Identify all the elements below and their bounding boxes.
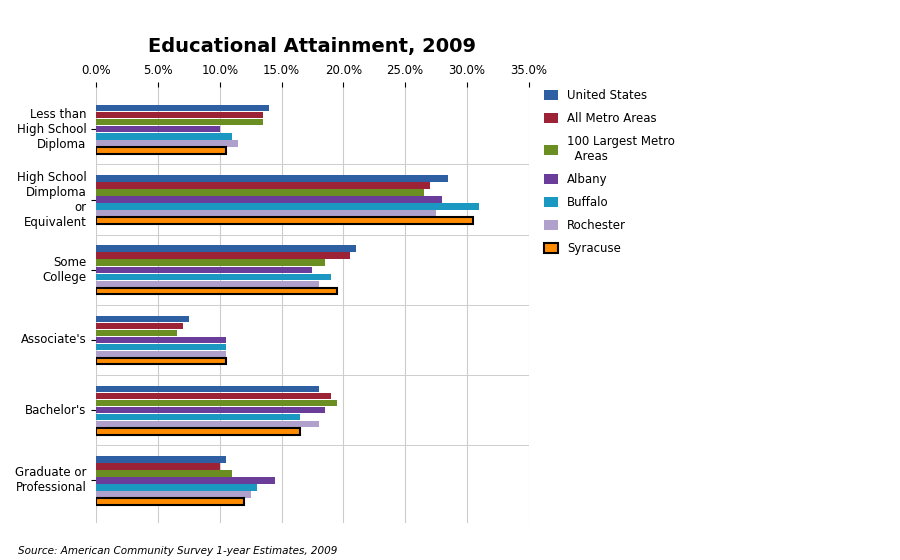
Bar <box>96 182 430 189</box>
Bar <box>96 407 325 413</box>
Bar <box>96 253 349 259</box>
Bar <box>96 281 319 287</box>
Bar <box>96 358 226 365</box>
Bar <box>96 133 232 139</box>
Bar <box>96 259 325 266</box>
Bar <box>96 337 226 343</box>
Bar <box>96 288 338 294</box>
Bar <box>96 126 220 133</box>
Bar <box>96 421 319 427</box>
Bar <box>96 351 226 357</box>
Bar <box>96 330 176 336</box>
Bar <box>96 491 251 498</box>
Bar <box>96 211 436 217</box>
Bar <box>96 470 232 477</box>
Text: Source: American Community Survey 1-year Estimates, 2009: Source: American Community Survey 1-year… <box>18 547 338 557</box>
Bar <box>96 140 238 147</box>
Bar <box>96 484 256 491</box>
Bar <box>96 105 269 111</box>
Bar <box>96 112 263 119</box>
Bar <box>96 344 226 350</box>
Bar <box>96 147 226 153</box>
Bar <box>96 273 331 280</box>
Bar <box>96 217 473 224</box>
Bar <box>96 463 220 470</box>
Bar <box>96 393 331 399</box>
Bar <box>96 316 189 322</box>
Bar <box>96 456 226 463</box>
Bar <box>96 189 424 195</box>
Bar <box>96 428 300 435</box>
Bar <box>96 175 448 181</box>
Legend: United States, All Metro Areas, 100 Largest Metro
  Areas, Albany, Buffalo, Roch: United States, All Metro Areas, 100 Larg… <box>539 85 680 260</box>
Bar <box>96 323 183 329</box>
Bar <box>96 414 300 421</box>
Bar <box>96 119 263 125</box>
Title: Educational Attainment, 2009: Educational Attainment, 2009 <box>148 38 476 57</box>
Bar <box>96 203 480 210</box>
Bar <box>96 196 442 203</box>
Bar <box>96 498 245 505</box>
Bar <box>96 400 338 407</box>
Bar <box>96 267 312 273</box>
Bar <box>96 245 356 252</box>
Bar <box>96 477 275 484</box>
Bar <box>96 386 319 393</box>
